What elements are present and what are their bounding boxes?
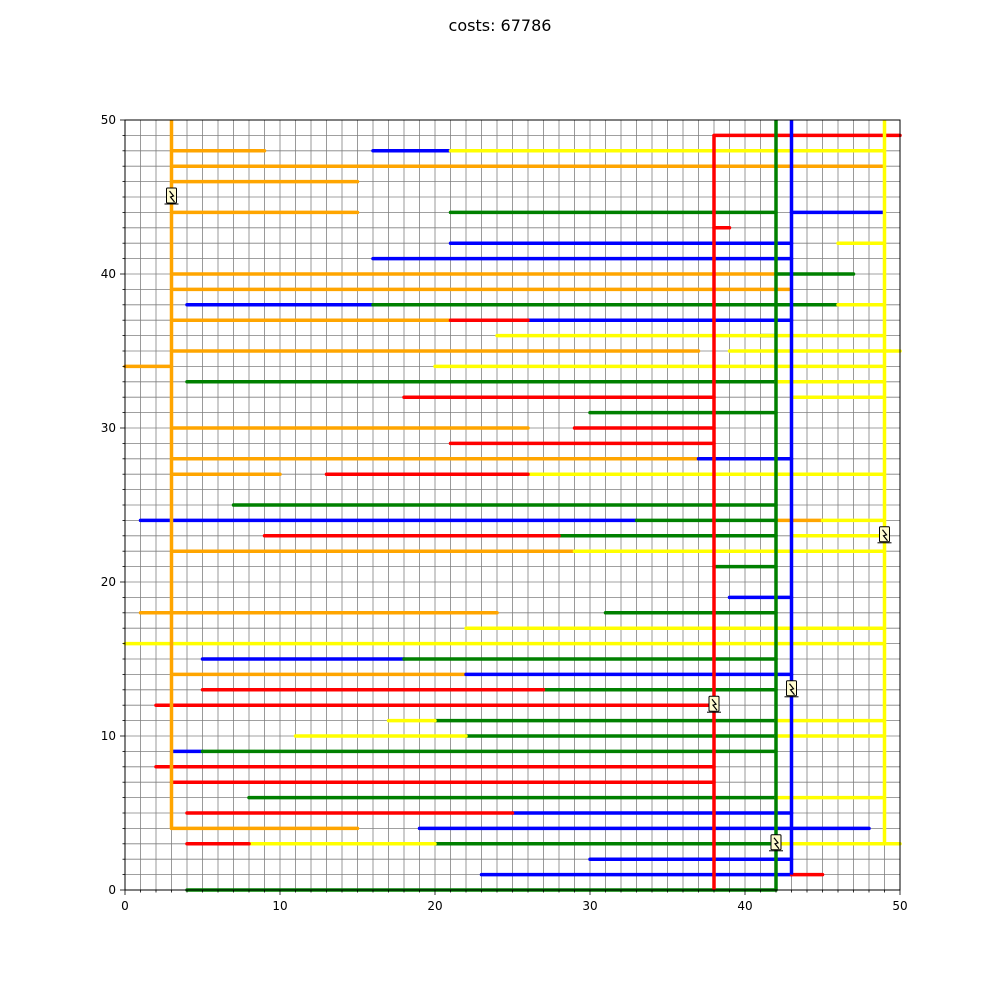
x-tick-label: 0 <box>121 899 129 913</box>
plug-icon <box>786 680 797 697</box>
x-tick-label: 30 <box>582 899 597 913</box>
y-tick-label: 0 <box>108 883 116 897</box>
x-tick-label: 10 <box>272 899 287 913</box>
chart-title: costs: 67786 <box>448 16 552 35</box>
x-tick-label: 20 <box>427 899 442 913</box>
plug-icon-bolt <box>773 837 780 850</box>
plug-icon <box>879 526 890 543</box>
plug-icon-bolt <box>882 529 888 542</box>
y-tick-label: 20 <box>101 575 116 589</box>
y-tick-label: 10 <box>101 729 116 743</box>
y-tick-label: 30 <box>101 421 116 435</box>
plug-icon <box>708 695 720 712</box>
x-tick-label: 40 <box>737 899 752 913</box>
plug-icon <box>166 187 177 204</box>
plug-icon <box>770 834 782 851</box>
plug-icon-bolt <box>169 190 175 203</box>
plug-icon-bolt <box>711 698 718 711</box>
x-tick-label: 50 <box>892 899 907 913</box>
y-tick-label: 50 <box>101 113 116 127</box>
plot-area <box>123 120 902 892</box>
y-tick-label: 40 <box>101 267 116 281</box>
plug-icon-bolt <box>789 683 795 696</box>
